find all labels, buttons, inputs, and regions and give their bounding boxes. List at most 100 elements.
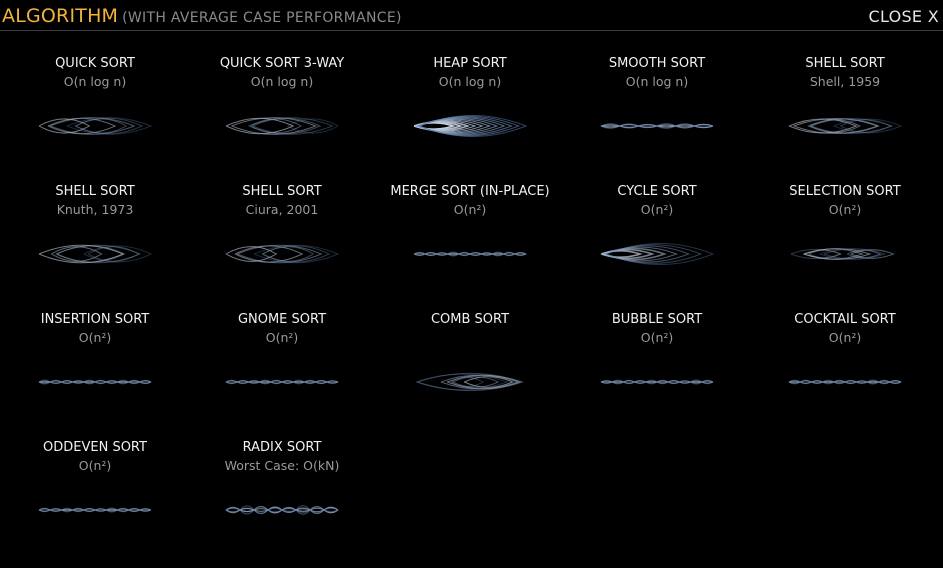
algorithm-performance: O(n²) [828, 330, 862, 345]
algorithm-card[interactable]: GNOME SORT O(n²) [188, 312, 376, 440]
algorithm-visualization [600, 243, 715, 265]
algorithm-card[interactable]: QUICK SORT O(n log n) [1, 56, 189, 184]
algorithm-card[interactable]: HEAP SORT O(n log n) [376, 56, 564, 184]
viz-curve [604, 245, 691, 263]
algorithm-performance: Ciura, 2001 [245, 202, 319, 217]
algorithm-card[interactable]: MERGE SORT (IN-PLACE) O(n²) [376, 184, 564, 312]
algorithm-visualization [225, 117, 340, 135]
viz-curve [850, 249, 895, 259]
algorithm-card[interactable]: ODDEVEN SORT O(n²) [1, 440, 189, 568]
viz-curve [463, 376, 514, 388]
algorithm-card[interactable]: INSERTION SORT O(n²) [1, 312, 189, 440]
viz-curve [811, 118, 880, 134]
algorithm-name: MERGE SORT (IN-PLACE) [390, 184, 550, 199]
viz-curve [47, 117, 117, 135]
viz-curve [808, 249, 842, 259]
algorithm-performance: Shell, 1959 [809, 74, 881, 89]
algorithm-performance: O(n log n) [63, 74, 127, 89]
algorithm-visualization [225, 505, 339, 515]
algorithm-visualization [225, 379, 339, 385]
viz-curve [417, 372, 525, 392]
viz-curve [253, 244, 340, 264]
viz-curve [840, 119, 892, 133]
viz-curve [38, 244, 125, 264]
viz-curve [38, 509, 152, 513]
algorithm-name: COMB SORT [430, 312, 510, 327]
viz-curve [225, 509, 339, 515]
viz-curve [75, 118, 128, 134]
algorithm-card[interactable]: RADIX SORT Worst Case: O(kN) [188, 440, 376, 568]
viz-curve [234, 245, 304, 263]
viz-curve [262, 246, 315, 262]
viz-curve [823, 248, 887, 260]
viz-curve [606, 243, 715, 265]
algorithm-visualization [790, 248, 895, 260]
algorithm-name: CYCLE SORT [617, 184, 697, 199]
algorithm-visualization [413, 115, 528, 137]
viz-curve [250, 118, 303, 134]
algorithm-visualization [788, 379, 902, 385]
algorithm-performance: O(n log n) [250, 74, 314, 89]
algorithm-name: SELECTION SORT [789, 184, 901, 199]
close-button[interactable]: CLOSE X [868, 7, 939, 26]
viz-curve [55, 244, 142, 264]
algorithm-card[interactable]: SELECTION SORT O(n²) [751, 184, 939, 312]
viz-curve [807, 117, 894, 135]
algorithm-card[interactable]: COCKTAIL SORT O(n²) [751, 312, 939, 440]
viz-curve [788, 118, 858, 134]
viz-curve [450, 376, 485, 388]
algorithm-performance: Worst Case: O(kN) [224, 458, 340, 473]
algorithm-name: ODDEVEN SORT [43, 440, 147, 455]
algorithm-name: HEAP SORT [433, 56, 507, 71]
algorithm-performance: O(n²) [78, 330, 112, 345]
page-title: ALGORITHM (WITH AVERAGE CASE PERFORMANCE) [2, 5, 402, 27]
viz-curve [788, 381, 902, 385]
algorithm-name: GNOME SORT [237, 312, 327, 327]
viz-curve [56, 245, 126, 263]
viz-curve [261, 245, 331, 263]
viz-curve [603, 246, 679, 262]
viz-curve [803, 248, 864, 260]
algorithm-name: INSERTION SORT [40, 312, 150, 327]
algorithm-name: QUICK SORT 3-WAY [219, 56, 345, 71]
header-bar: ALGORITHM (WITH AVERAGE CASE PERFORMANCE)… [0, 0, 943, 31]
viz-curve [413, 253, 527, 257]
algorithm-visualization [788, 117, 903, 135]
algorithm-card[interactable]: CYCLE SORT O(n²) [563, 184, 751, 312]
algorithm-name: SHELL SORT [242, 184, 322, 199]
algorithm-visualization [413, 251, 527, 257]
viz-curve [231, 117, 317, 135]
viz-curve [440, 374, 520, 390]
algorithm-card[interactable]: BUBBLE SORT O(n²) [563, 312, 751, 440]
algorithm-performance: O(n²) [453, 202, 487, 217]
algorithm-name: QUICK SORT [55, 56, 135, 71]
algorithm-visualization [600, 123, 714, 129]
algorithm-visualization [38, 379, 152, 385]
algorithm-performance: O(n²) [828, 202, 862, 217]
viz-curve [88, 246, 140, 262]
viz-curve [50, 117, 136, 135]
viz-curve [415, 373, 510, 391]
algorithm-card[interactable]: SHELL SORT Ciura, 2001 [188, 184, 376, 312]
algorithm-name: SHELL SORT [55, 184, 135, 199]
algorithm-performance: O(n²) [640, 330, 674, 345]
algorithm-name: RADIX SORT [242, 440, 322, 455]
algorithm-card[interactable]: QUICK SORT 3-WAY O(n log n) [188, 56, 376, 184]
algorithm-grid: QUICK SORT O(n log n) QUICK SORT 3-WAY O(n … [1, 56, 939, 515]
viz-curve [819, 248, 883, 260]
viz-curve [83, 245, 153, 263]
algorithm-card[interactable]: COMB SORT [376, 312, 564, 440]
viz-curve [809, 119, 862, 133]
viz-curve [38, 381, 152, 385]
viz-curve [600, 125, 714, 129]
algorithm-performance: O(n²) [265, 330, 299, 345]
viz-curve [248, 117, 334, 135]
viz-curve [605, 244, 703, 264]
algorithm-name: SMOOTH SORT [608, 56, 706, 71]
viz-curve [237, 244, 323, 264]
algorithm-name: BUBBLE SORT [611, 312, 703, 327]
algorithm-visualization [38, 507, 152, 513]
algorithm-card[interactable]: SMOOTH SORT O(n log n) [563, 56, 751, 184]
algorithm-card[interactable]: SHELL SORT Shell, 1959 [751, 56, 939, 184]
algorithm-card[interactable]: SHELL SORT Knuth, 1973 [1, 184, 189, 312]
